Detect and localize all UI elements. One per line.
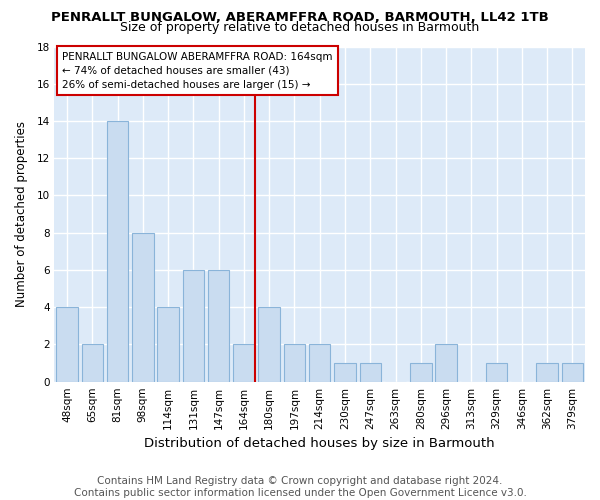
Text: Size of property relative to detached houses in Barmouth: Size of property relative to detached ho… <box>121 22 479 35</box>
Bar <box>486 363 508 382</box>
Y-axis label: Number of detached properties: Number of detached properties <box>15 121 28 307</box>
X-axis label: Distribution of detached houses by size in Barmouth: Distribution of detached houses by size … <box>145 437 495 450</box>
Bar <box>157 307 179 382</box>
Bar <box>359 363 381 382</box>
Bar <box>107 121 128 382</box>
Bar <box>284 344 305 382</box>
Bar <box>56 307 78 382</box>
Bar <box>82 344 103 382</box>
Bar <box>132 232 154 382</box>
Bar <box>410 363 431 382</box>
Bar <box>562 363 583 382</box>
Text: PENRALLT BUNGALOW, ABERAMFFRA ROAD, BARMOUTH, LL42 1TB: PENRALLT BUNGALOW, ABERAMFFRA ROAD, BARM… <box>51 11 549 24</box>
Text: Contains HM Land Registry data © Crown copyright and database right 2024.
Contai: Contains HM Land Registry data © Crown c… <box>74 476 526 498</box>
Bar <box>309 344 331 382</box>
Bar <box>334 363 356 382</box>
Text: PENRALLT BUNGALOW ABERAMFFRA ROAD: 164sqm
← 74% of detached houses are smaller (: PENRALLT BUNGALOW ABERAMFFRA ROAD: 164sq… <box>62 52 333 90</box>
Bar <box>182 270 204 382</box>
Bar <box>208 270 229 382</box>
Bar <box>536 363 558 382</box>
Bar <box>436 344 457 382</box>
Bar <box>259 307 280 382</box>
Bar <box>233 344 254 382</box>
